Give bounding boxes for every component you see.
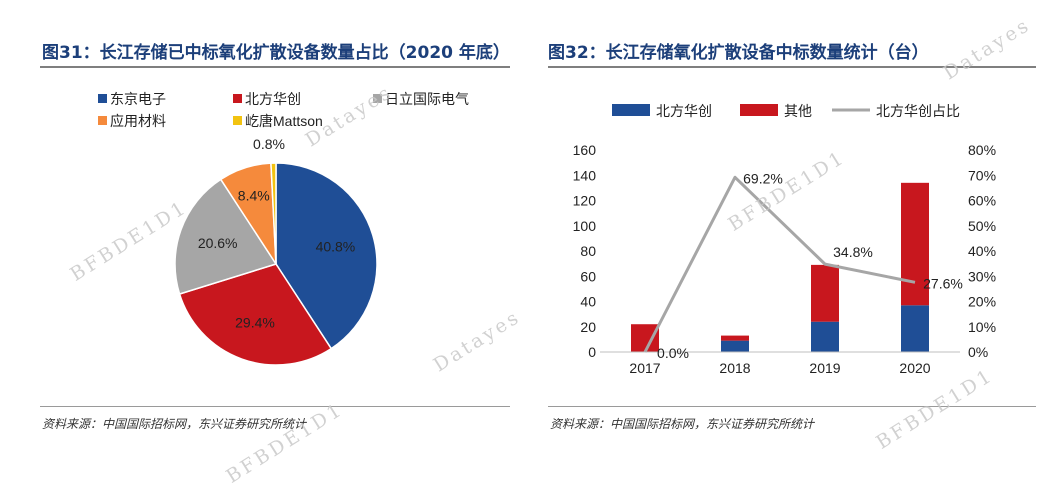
pie-data-label: 29.4% <box>235 314 275 330</box>
pie-data-label: 0.8% <box>253 136 285 152</box>
legend-swatch <box>373 94 382 103</box>
bar-segment <box>721 340 749 352</box>
y-right-tick-label: 40% <box>968 243 996 259</box>
y-right-tick-label: 0% <box>968 344 988 360</box>
legend-label: 北方华创占比 <box>876 103 960 119</box>
y-left-tick-label: 120 <box>573 193 597 209</box>
legend-label: 其他 <box>784 103 812 119</box>
pie-chart-panel: 图31：长江存储已中标氧化扩散设备数量占比（2020 年底） 东京电子 北方华创 日… <box>0 0 526 459</box>
y-left-tick-label: 160 <box>573 142 597 158</box>
source-divider <box>40 406 510 407</box>
bar-chart-source: 资料来源：中国国际招标网，东兴证券研究所统计 <box>550 417 815 431</box>
line-data-label: 27.6% <box>923 275 963 291</box>
legend-label: 应用材料 <box>110 113 166 129</box>
pie-data-label: 20.6% <box>198 235 238 251</box>
y-left-tick-label: 20 <box>580 319 596 335</box>
y-left-tick-label: 140 <box>573 167 597 183</box>
legend-label: 北方华创 <box>245 91 301 107</box>
bar-segment <box>901 305 929 352</box>
y-right-tick-label: 70% <box>968 167 996 183</box>
x-tick-label: 2019 <box>809 360 840 376</box>
bar-chart-title: 图32：长江存储氧化扩散设备中标数量统计（台） <box>548 43 929 63</box>
bar-segment <box>631 324 659 352</box>
legend-label: 日立国际电气 <box>385 91 469 107</box>
line-data-label: 0.0% <box>657 345 689 361</box>
legend-swatch <box>233 94 242 103</box>
pie-chart-source: 资料来源：中国国际招标网，东兴证券研究所统计 <box>42 417 307 431</box>
bar-segment <box>811 264 839 322</box>
x-tick-label: 2018 <box>719 360 750 376</box>
legend-label: 东京电子 <box>110 91 166 107</box>
source-divider <box>548 406 1036 407</box>
title-divider <box>548 66 1036 68</box>
bar-segment <box>901 182 929 306</box>
pie-data-label: 40.8% <box>316 238 356 254</box>
y-right-tick-label: 20% <box>968 294 996 310</box>
x-tick-label: 2017 <box>629 360 660 376</box>
legend-swatch <box>98 94 107 103</box>
y-right-tick-label: 80% <box>968 142 996 158</box>
legend-swatch <box>98 116 107 125</box>
pie-chart-title: 图31：长江存储已中标氧化扩散设备数量占比（2020 年底） <box>42 43 510 63</box>
legend-swatch <box>740 104 778 116</box>
y-right-tick-label: 30% <box>968 268 996 284</box>
y-left-tick-label: 0 <box>588 344 596 360</box>
y-right-tick-label: 60% <box>968 193 996 209</box>
legend-label: 屹唐Mattson <box>245 113 323 129</box>
bar-chart-panel: 图32：长江存储氧化扩散设备中标数量统计（台） 北方华创 其他 北方华创占比 0 20 4… <box>526 0 1052 459</box>
legend-swatch <box>612 104 650 116</box>
pie-slice <box>270 162 277 265</box>
y-left-tick-label: 60 <box>580 268 596 284</box>
bar-chart: 北方华创 其他 北方华创占比 0 20 40 60 80 100 120 140 160 0% 10% 20… <box>573 103 996 376</box>
y-right-tick-label: 10% <box>968 319 996 335</box>
pie-slice <box>174 178 278 295</box>
y-left-tick-label: 40 <box>580 294 596 310</box>
title-divider <box>40 66 510 68</box>
pie-slice <box>178 263 333 366</box>
y-left-tick-label: 100 <box>573 218 597 234</box>
legend-label: 北方华创 <box>656 103 712 119</box>
line-data-label: 69.2% <box>743 170 783 186</box>
bar-segment <box>811 321 839 352</box>
share-line <box>643 175 916 353</box>
y-left-tick-label: 80 <box>580 243 596 259</box>
line-data-label: 34.8% <box>833 244 873 260</box>
pie-data-label: 8.4% <box>238 188 270 204</box>
bar-segment <box>721 335 749 341</box>
x-tick-label: 2020 <box>899 360 930 376</box>
y-right-tick-label: 50% <box>968 218 996 234</box>
legend-swatch <box>233 116 242 125</box>
